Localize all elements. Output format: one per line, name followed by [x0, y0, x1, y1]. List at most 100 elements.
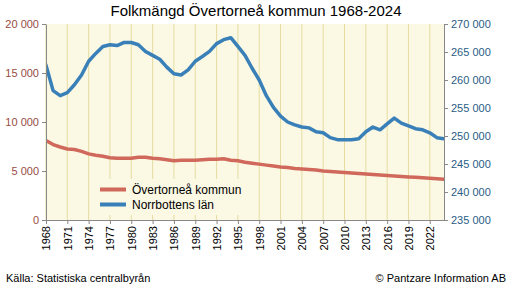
tick-mark	[46, 220, 47, 224]
axis-line	[46, 25, 47, 221]
tick-mark	[42, 122, 46, 123]
y-axis: 05 00010 00015 00020 000	[5, 18, 46, 226]
tick: 260 000	[444, 74, 491, 86]
tick-mark	[110, 220, 111, 224]
tick-mark	[323, 220, 324, 224]
tick: 2013	[360, 220, 372, 250]
tick: 2016	[381, 220, 393, 250]
tick-label: 240 000	[451, 186, 491, 198]
tick-label: 0	[33, 214, 39, 226]
series-line	[46, 38, 444, 140]
tick: 0	[33, 214, 46, 226]
tick-label: 245 000	[451, 158, 491, 170]
tick-mark	[408, 220, 409, 224]
tick-label: 2004	[296, 226, 308, 250]
tick: 235 000	[444, 214, 491, 226]
tick-label: 1968	[40, 226, 52, 250]
grid-line	[429, 24, 430, 220]
grid-line	[344, 24, 345, 220]
tick-label: 250 000	[451, 130, 491, 142]
tick-mark	[174, 220, 175, 224]
tick-mark	[42, 24, 46, 25]
tick-label: 255 000	[451, 102, 491, 114]
tick-mark	[153, 220, 154, 224]
tick-mark	[430, 220, 431, 224]
tick-label: 1992	[211, 226, 223, 250]
grid	[46, 24, 430, 220]
tick-label: 1980	[126, 226, 138, 250]
tick-mark	[195, 220, 196, 224]
tick-mark	[238, 220, 239, 224]
tick: 2019	[403, 220, 415, 250]
tick-mark	[444, 108, 448, 109]
tick: 265 000	[444, 46, 491, 58]
grid-line	[408, 24, 409, 220]
tick: 240 000	[444, 186, 491, 198]
tick: 255 000	[444, 102, 491, 114]
tick-label: 1977	[104, 226, 116, 250]
grid-line	[323, 24, 324, 220]
tick: 2010	[339, 220, 351, 250]
tick-label: 1983	[147, 226, 159, 250]
tick-label: 260 000	[451, 74, 491, 86]
tick-label: 235 000	[451, 214, 491, 226]
legend-label: Norrbottens län	[132, 198, 214, 212]
tick-mark	[444, 52, 448, 53]
tick: 1971	[62, 220, 74, 250]
axis-line	[444, 25, 445, 221]
tick: 1983	[147, 220, 159, 250]
tick-mark	[387, 220, 388, 224]
tick: 1995	[232, 220, 244, 250]
tick-label: 2007	[318, 226, 330, 250]
series-group	[46, 38, 444, 180]
series-line	[46, 141, 444, 180]
tick: 2001	[275, 220, 287, 250]
tick: 2022	[424, 220, 436, 250]
tick-label: 270 000	[451, 18, 491, 30]
tick-mark	[259, 220, 260, 224]
tick: 245 000	[444, 158, 491, 170]
tick-label: 2013	[360, 226, 372, 250]
tick: 1992	[211, 220, 223, 250]
grid-line	[301, 24, 302, 220]
tick-mark	[217, 220, 218, 224]
tick-mark	[89, 220, 90, 224]
title: Folkmängd Övertorneå kommun 1968-2024	[111, 2, 402, 19]
tick-mark	[42, 73, 46, 74]
x-axis: 1968 1971 1974 1977 1980 1983 1986 1989 1992 1995…	[40, 220, 444, 250]
tick-label: 15 000	[5, 67, 39, 79]
tick-label: 1989	[190, 226, 202, 250]
grid-line	[88, 24, 89, 220]
tick-label: 1995	[232, 226, 244, 250]
tick-mark	[67, 220, 68, 224]
tick-mark	[345, 220, 346, 224]
legend-swatch	[100, 188, 126, 192]
tick-mark	[444, 80, 448, 81]
tick-mark	[366, 220, 367, 224]
tick-label: 2022	[424, 226, 436, 250]
axis-line	[47, 220, 445, 221]
tick-label: 5 000	[11, 165, 39, 177]
legend-background	[96, 179, 246, 215]
tick-mark	[281, 220, 282, 224]
tick-label: 1974	[83, 226, 95, 250]
grid-line	[259, 24, 260, 220]
tick: 270 000	[444, 18, 491, 30]
tick-mark	[444, 24, 448, 25]
chart: 1968 1971 1974 1977 1980 1983 1986 1989 1992 1995…	[0, 0, 512, 288]
tick-label: 1998	[254, 226, 266, 250]
tick: 1977	[104, 220, 116, 250]
tick: 5 000	[11, 165, 46, 177]
tick: 250 000	[444, 130, 491, 142]
tick: 1998	[254, 220, 266, 250]
tick-label: 2016	[381, 226, 393, 250]
tick-label: 1971	[62, 226, 74, 250]
tick: 1968	[40, 220, 52, 250]
y2-axis: 235 000 240 000 245 000 250 000 255 000 260 0…	[444, 18, 491, 226]
tick: 20 000	[5, 18, 46, 30]
tick: 1989	[190, 220, 202, 250]
tick: 1986	[168, 220, 180, 250]
plot-background	[46, 24, 444, 220]
grid-line	[280, 24, 281, 220]
tick-mark	[444, 136, 448, 137]
